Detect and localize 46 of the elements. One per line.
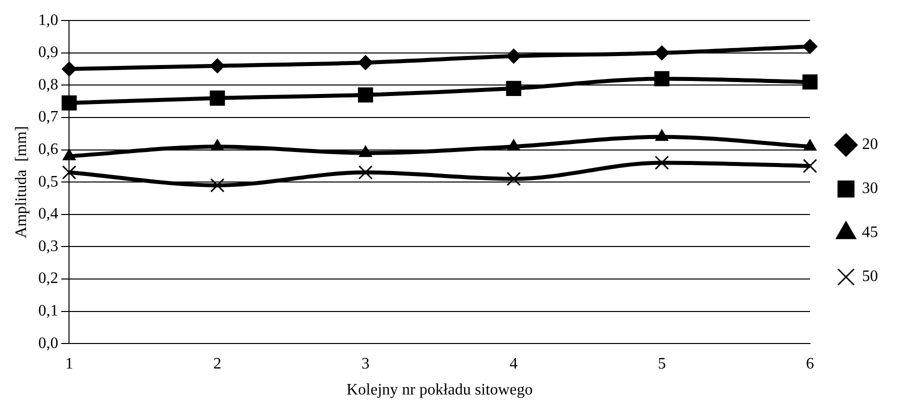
point xyxy=(358,146,372,158)
point xyxy=(506,48,522,64)
point xyxy=(507,139,520,151)
y-tick-label: 0,3 xyxy=(38,238,58,255)
point xyxy=(358,55,374,70)
point xyxy=(802,158,818,174)
point xyxy=(506,80,522,96)
y-axis-title: Amplituda [mm] xyxy=(12,126,30,238)
x-tick-label: 1 xyxy=(65,355,74,372)
x-tick-label: 2 xyxy=(213,355,222,372)
y-tick-label: 0,5 xyxy=(38,173,58,190)
point xyxy=(358,165,373,180)
legend-label: 20 xyxy=(862,136,878,154)
point xyxy=(62,95,77,111)
point xyxy=(62,165,76,180)
point xyxy=(506,172,521,186)
y-tick-label: 0,7 xyxy=(38,108,58,126)
x-tick-label: 3 xyxy=(362,355,370,372)
point xyxy=(210,139,224,151)
x-tick-label: 5 xyxy=(658,355,666,372)
point xyxy=(802,74,818,90)
point xyxy=(358,87,374,102)
point xyxy=(803,139,817,151)
y-tick-label: 1,0 xyxy=(38,12,58,29)
y-tick-label: 0,9 xyxy=(38,44,58,62)
point xyxy=(655,129,668,141)
point xyxy=(654,45,670,60)
y-tick-label: 0,6 xyxy=(38,141,58,158)
x-tick-label: 4 xyxy=(510,355,518,372)
y-tick-label: 0,4 xyxy=(38,206,58,223)
point xyxy=(654,156,669,170)
legend-label: 50 xyxy=(862,268,878,286)
point xyxy=(210,90,225,106)
point xyxy=(654,71,670,86)
legend-label: 30 xyxy=(862,180,878,198)
point xyxy=(62,62,77,77)
x-tick-label: 6 xyxy=(806,355,814,372)
point xyxy=(210,58,225,74)
point xyxy=(802,38,818,54)
y-tick-label: 0,2 xyxy=(38,270,58,288)
y-tick-label: 0,8 xyxy=(38,76,58,94)
y-tick-label: 0,0 xyxy=(38,334,58,352)
point xyxy=(210,178,224,192)
x-axis-title: Kolejny nr pokładu sitowego xyxy=(346,382,533,399)
y-tick-label: 0,1 xyxy=(38,302,58,320)
legend-label: 45 xyxy=(862,224,878,242)
